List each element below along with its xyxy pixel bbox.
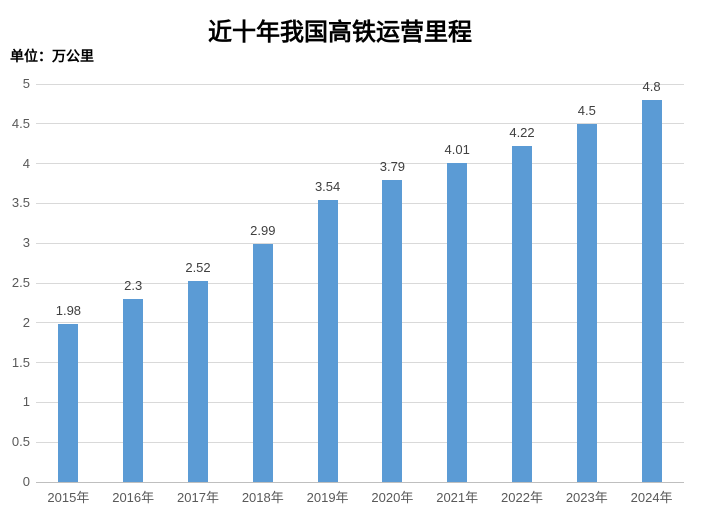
x-tick-label: 2016年: [112, 490, 155, 505]
bar-2017年: [188, 281, 208, 482]
data-label: 2.52: [185, 260, 211, 276]
x-tick-label: 2018年: [241, 490, 284, 505]
gridline: [36, 242, 684, 244]
gridline: [36, 202, 684, 204]
x-tick-label: 2019年: [306, 490, 349, 505]
bar-2015年: [58, 324, 79, 482]
data-label: 2.3: [124, 277, 143, 293]
chart-title: 近十年我国高铁运营里程: [208, 20, 472, 46]
bar-2018年: [252, 244, 273, 482]
y-tick-label: 0.5: [11, 434, 30, 450]
bar-2016年: [123, 298, 144, 482]
y-tick-label: 2.5: [11, 275, 30, 290]
bar-2023年: [576, 123, 597, 482]
y-tick-label: 1.5: [11, 354, 30, 370]
gridline: [36, 123, 684, 125]
y-tick-label: 3.5: [11, 195, 30, 211]
y-tick-label: 2: [22, 314, 30, 330]
data-label: 4.01: [444, 141, 470, 157]
bar-2021年: [447, 162, 468, 482]
data-label: 4.22: [509, 125, 535, 141]
gridline: [36, 401, 684, 403]
x-axis-line: [36, 481, 684, 483]
y-tick-label: 4: [22, 155, 30, 171]
x-tick-label: 2024年: [630, 490, 673, 505]
y-tick-label: 0: [22, 474, 30, 489]
bar-2022年: [512, 146, 532, 482]
gridline: [36, 441, 684, 443]
y-tick-label: 4.5: [11, 115, 30, 131]
plot-area: 0 0.5 1 1.5 2 2.5 3 3.5 4 4.5 5 1.98 2015年 2.3 2016年 2.…: [12, 76, 684, 505]
x-tick-label: 2017年: [177, 490, 219, 505]
data-label: 3.79: [379, 159, 406, 175]
x-tick-label: 2021年: [436, 490, 479, 505]
gridline: [36, 282, 684, 284]
gridline: [36, 83, 684, 85]
gridline: [36, 362, 684, 364]
y-tick-label: 1: [22, 394, 30, 410]
bar-2019年: [317, 200, 338, 482]
data-label: 1.98: [55, 303, 82, 319]
x-tick-label: 2015年: [47, 490, 90, 505]
gridline: [36, 163, 684, 165]
x-tick-label: 2020年: [371, 490, 414, 505]
bar-2020年: [382, 180, 403, 482]
gridline: [36, 322, 684, 324]
data-label: 4.8: [642, 78, 661, 94]
data-label: 3.54: [314, 179, 341, 195]
data-label: 2.99: [250, 222, 276, 238]
unit-label: 单位：万公里: [10, 48, 94, 64]
bar-2024年: [641, 99, 662, 482]
data-label: 4.5: [577, 102, 596, 118]
x-tick-label: 2022年: [501, 490, 543, 505]
x-tick-label: 2023年: [565, 490, 608, 505]
y-tick-label: 3: [22, 235, 30, 251]
y-tick-label: 5: [22, 76, 30, 91]
